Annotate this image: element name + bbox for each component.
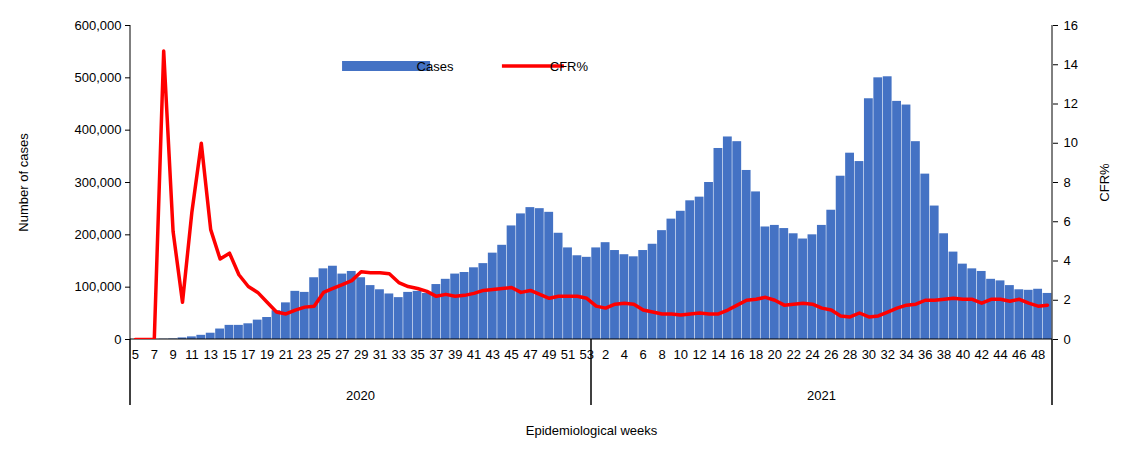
svg-text:4: 4: [621, 347, 628, 362]
svg-text:Number of cases: Number of cases: [16, 133, 31, 232]
svg-text:51: 51: [561, 347, 575, 362]
svg-text:12: 12: [692, 347, 706, 362]
svg-text:29: 29: [354, 347, 368, 362]
svg-text:11: 11: [185, 347, 199, 362]
svg-text:37: 37: [429, 347, 443, 362]
svg-text:Cases: Cases: [417, 59, 454, 74]
svg-text:500,000: 500,000: [75, 70, 122, 85]
svg-text:53: 53: [580, 347, 594, 362]
svg-text:24: 24: [805, 347, 819, 362]
svg-text:43: 43: [486, 347, 500, 362]
svg-text:35: 35: [410, 347, 424, 362]
svg-text:39: 39: [448, 347, 462, 362]
svg-text:300,000: 300,000: [75, 175, 122, 190]
svg-text:15: 15: [222, 347, 236, 362]
svg-text:6: 6: [1064, 214, 1071, 229]
svg-text:200,000: 200,000: [75, 227, 122, 242]
svg-text:0: 0: [1064, 332, 1071, 347]
svg-text:13: 13: [203, 347, 217, 362]
svg-text:600,000: 600,000: [75, 18, 122, 33]
svg-text:10: 10: [1064, 135, 1078, 150]
svg-text:17: 17: [241, 347, 255, 362]
svg-text:18: 18: [749, 347, 763, 362]
svg-text:6: 6: [640, 347, 647, 362]
svg-text:5: 5: [132, 347, 139, 362]
svg-text:8: 8: [658, 347, 665, 362]
svg-text:14: 14: [1064, 57, 1078, 72]
svg-text:44: 44: [993, 347, 1007, 362]
svg-text:41: 41: [467, 347, 481, 362]
svg-text:48: 48: [1031, 347, 1045, 362]
svg-text:19: 19: [260, 347, 274, 362]
svg-text:46: 46: [1012, 347, 1026, 362]
svg-text:12: 12: [1064, 96, 1078, 111]
svg-text:CFR%: CFR%: [550, 59, 589, 74]
svg-text:26: 26: [824, 347, 838, 362]
svg-text:22: 22: [786, 347, 800, 362]
svg-text:49: 49: [542, 347, 556, 362]
svg-text:33: 33: [392, 347, 406, 362]
svg-text:42: 42: [974, 347, 988, 362]
svg-text:36: 36: [918, 347, 932, 362]
svg-text:20: 20: [768, 347, 782, 362]
svg-text:100,000: 100,000: [75, 279, 122, 294]
svg-text:7: 7: [151, 347, 158, 362]
svg-text:30: 30: [862, 347, 876, 362]
svg-text:0: 0: [114, 332, 121, 347]
svg-text:8: 8: [1064, 175, 1071, 190]
svg-text:28: 28: [843, 347, 857, 362]
svg-text:34: 34: [899, 347, 913, 362]
svg-text:47: 47: [523, 347, 537, 362]
svg-text:16: 16: [730, 347, 744, 362]
svg-text:32: 32: [880, 347, 894, 362]
svg-text:4: 4: [1064, 253, 1071, 268]
svg-text:40: 40: [956, 347, 970, 362]
svg-text:27: 27: [335, 347, 349, 362]
svg-text:16: 16: [1064, 18, 1078, 33]
svg-text:2: 2: [1064, 292, 1071, 307]
svg-text:21: 21: [279, 347, 293, 362]
svg-text:25: 25: [316, 347, 330, 362]
svg-text:14: 14: [711, 347, 725, 362]
svg-text:31: 31: [373, 347, 387, 362]
svg-text:2: 2: [602, 347, 609, 362]
svg-text:2021: 2021: [807, 388, 836, 403]
svg-text:10: 10: [674, 347, 688, 362]
svg-text:2020: 2020: [346, 388, 375, 403]
svg-text:38: 38: [937, 347, 951, 362]
svg-text:9: 9: [169, 347, 176, 362]
svg-text:23: 23: [297, 347, 311, 362]
svg-text:Epidemiological weeks: Epidemiological weeks: [526, 423, 658, 438]
svg-text:400,000: 400,000: [75, 122, 122, 137]
svg-text:CFR%: CFR%: [1097, 163, 1112, 202]
svg-text:45: 45: [504, 347, 518, 362]
